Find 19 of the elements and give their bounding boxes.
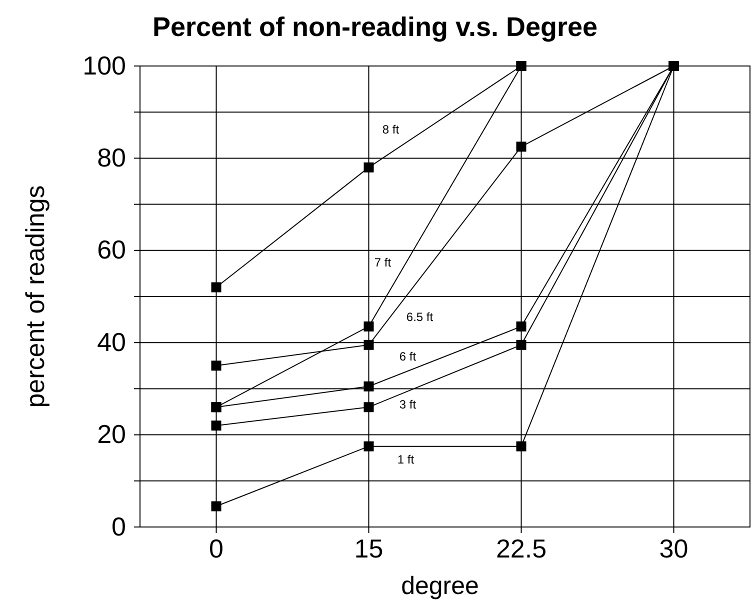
series-label: 3 ft <box>399 397 417 412</box>
x-tick-label: 30 <box>659 533 688 564</box>
series-label: 6 ft <box>399 350 417 364</box>
x-tick-label: 15 <box>354 533 384 564</box>
x-axis-title: degree <box>401 572 479 600</box>
chart-title: Percent of non-reading v.s. Degree <box>152 12 598 42</box>
y-axis-title: percent of readings <box>20 185 50 408</box>
y-tick-label: 80 <box>97 142 126 173</box>
y-tick-label: 0 <box>112 511 126 542</box>
x-tick-label: 22.5 <box>496 533 547 564</box>
y-tick-label: 40 <box>97 326 126 357</box>
y-tick-label: 100 <box>82 50 126 80</box>
y-tick-label: 60 <box>97 234 126 265</box>
series-label: 1 ft <box>397 452 415 466</box>
series-label: 8 ft <box>382 122 400 137</box>
y-tick-label: 20 <box>97 419 126 450</box>
x-tick-label: 0 <box>209 533 224 564</box>
series-label: 7 ft <box>374 256 392 270</box>
series-label: 6.5 ft <box>406 310 434 324</box>
